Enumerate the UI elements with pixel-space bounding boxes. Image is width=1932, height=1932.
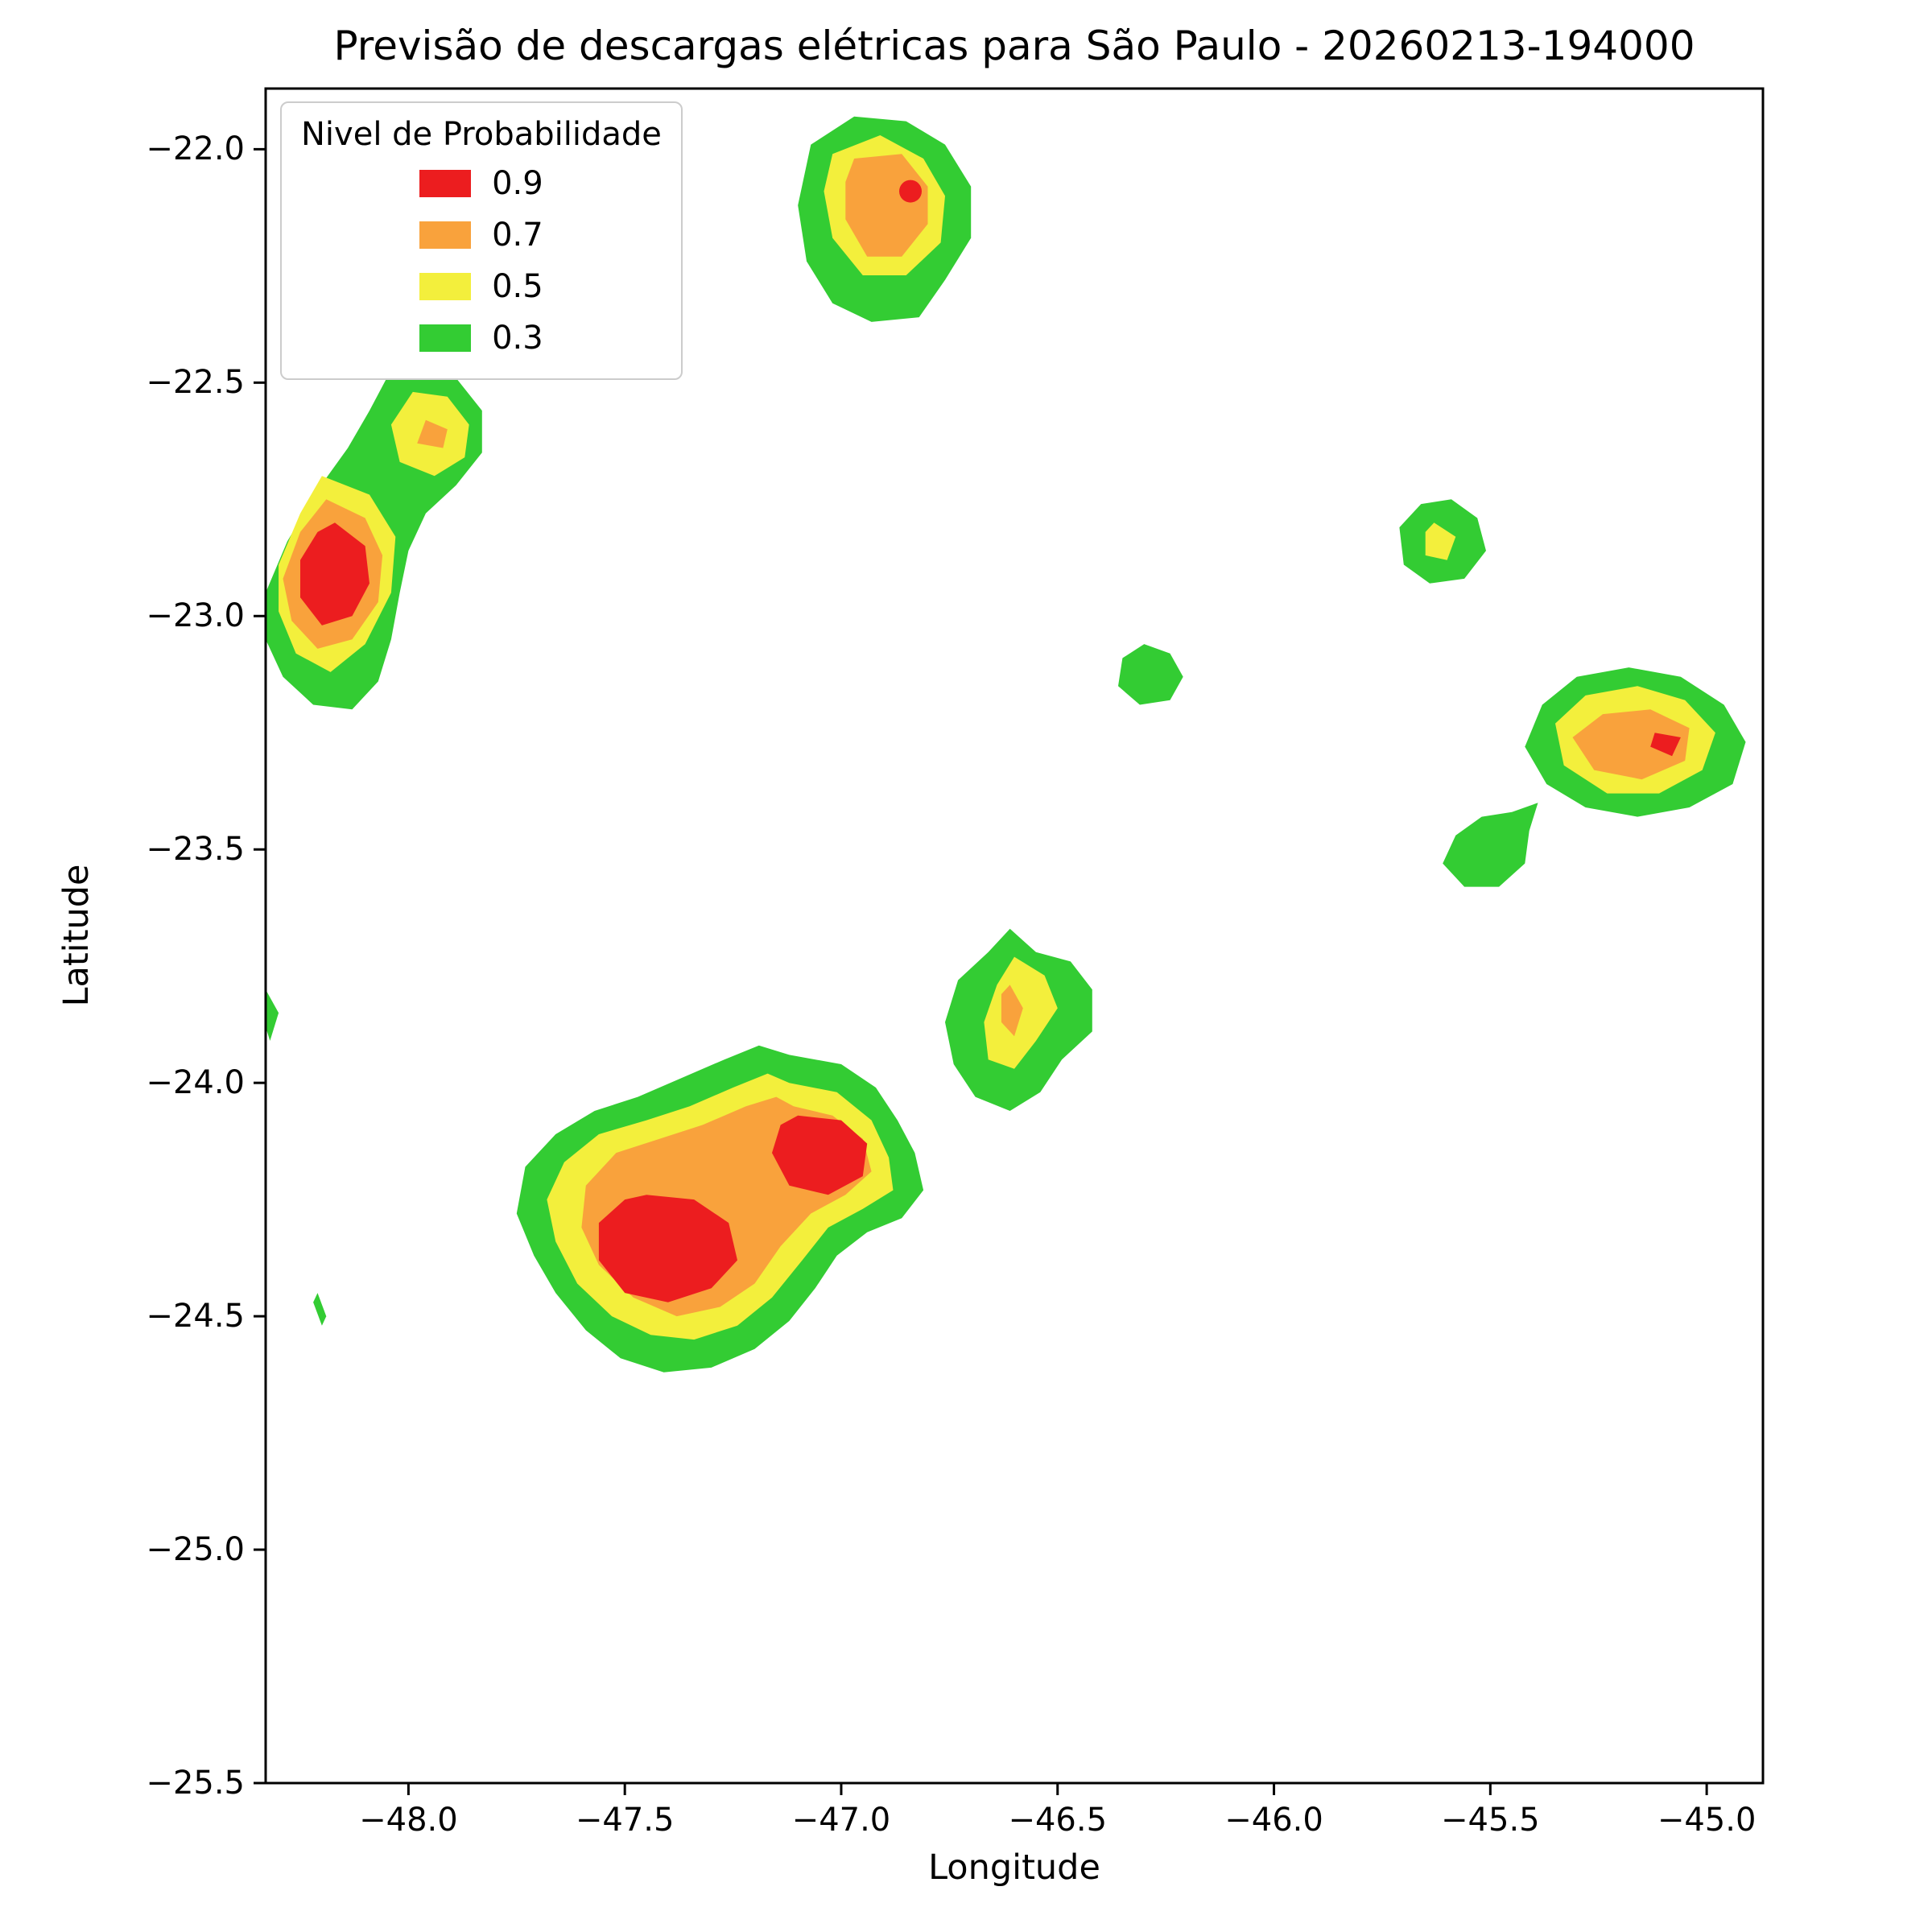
x-tick-label: −47.5 [575,1802,675,1839]
x-tick-label: −46.5 [1008,1802,1108,1839]
y-tick-label: −24.5 [146,1298,245,1335]
axes-frame [264,87,1765,1785]
x-tick-label: −45.5 [1441,1802,1540,1839]
legend-entry-0.5: 0.5 [419,268,543,305]
y-tick-label: −25.0 [146,1531,245,1569]
x-axis-label: Longitude [928,1847,1100,1888]
legend-entry-label: 0.7 [492,217,543,254]
contour-region-p0.9 [772,1115,868,1195]
contour-region-p0.9 [1650,733,1681,757]
legend-entry-label: 0.5 [492,268,543,305]
contour-region-p0.7 [1572,709,1690,780]
legend-entry-label: 0.9 [492,165,543,202]
contour-region-p0.7 [845,154,928,257]
x-tick-label: −47.0 [791,1802,891,1839]
contour-layer [266,116,1746,1373]
legend-entry-0.9: 0.9 [419,165,543,202]
legend-swatch-icon [419,170,472,197]
legend-title: Nivel de Probabilidade [301,116,662,153]
contour-region-p0.9 [899,180,922,203]
y-tick-label: −22.5 [146,364,245,402]
y-tick-label: −25.5 [146,1765,245,1802]
contour-region-p0.9 [300,522,369,625]
y-tick-label: −24.0 [146,1064,245,1102]
x-tick-label: −48.0 [359,1802,458,1839]
y-tick-label: −23.5 [146,831,245,869]
contour-region-p0.7 [1001,985,1023,1037]
legend-swatch-icon [419,273,472,300]
contour-region-p0.9 [598,1195,737,1302]
y-axis-label: Latitude [56,864,97,1007]
x-tick-label: −46.0 [1224,1802,1323,1839]
contour-region-p0.3 [1443,803,1538,887]
y-tick-label: −22.0 [146,130,245,168]
legend-entry-label: 0.3 [492,320,543,357]
contour-region-p0.7 [417,419,448,448]
chart-title: Previsão de descargas elétricas para São… [333,23,1695,69]
x-tick-label: −45.0 [1657,1802,1757,1839]
y-tick-label: −23.0 [146,597,245,635]
legend: Nivel de Probabilidade 0.9 0.7 0.5 0.3 [280,101,683,380]
legend-entries: 0.9 0.7 0.5 0.3 [301,158,662,364]
contour-region-p0.3 [313,1293,327,1326]
contour-region-p0.5 [1425,522,1456,560]
legend-swatch-icon [419,324,472,352]
legend-entry-0.3: 0.3 [419,320,543,357]
contour-region-p0.3 [1118,644,1183,705]
contour-region-p0.3 [266,989,279,1041]
legend-swatch-icon [419,221,472,249]
legend-entry-0.7: 0.7 [419,217,543,254]
